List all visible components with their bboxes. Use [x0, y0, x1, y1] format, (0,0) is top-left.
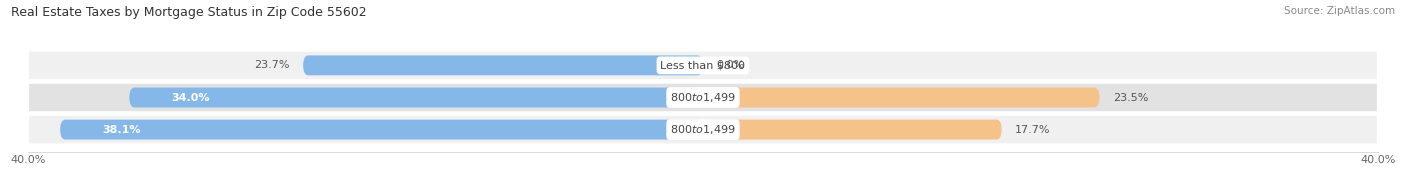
FancyBboxPatch shape	[28, 83, 1378, 112]
FancyBboxPatch shape	[129, 88, 703, 107]
Text: Real Estate Taxes by Mortgage Status in Zip Code 55602: Real Estate Taxes by Mortgage Status in …	[11, 6, 367, 19]
Text: 0.0%: 0.0%	[717, 60, 745, 70]
FancyBboxPatch shape	[703, 88, 1099, 107]
Text: 23.5%: 23.5%	[1114, 92, 1149, 103]
FancyBboxPatch shape	[28, 51, 1378, 80]
Text: 17.7%: 17.7%	[1015, 125, 1050, 135]
Text: 23.7%: 23.7%	[254, 60, 290, 70]
Text: Less than $800: Less than $800	[661, 60, 745, 70]
Text: $800 to $1,499: $800 to $1,499	[671, 91, 735, 104]
FancyBboxPatch shape	[60, 120, 703, 140]
FancyBboxPatch shape	[28, 115, 1378, 144]
Text: Source: ZipAtlas.com: Source: ZipAtlas.com	[1284, 6, 1395, 16]
FancyBboxPatch shape	[304, 55, 703, 75]
Text: $800 to $1,499: $800 to $1,499	[671, 123, 735, 136]
Text: 34.0%: 34.0%	[172, 92, 209, 103]
Text: 38.1%: 38.1%	[103, 125, 141, 135]
FancyBboxPatch shape	[703, 120, 1001, 140]
